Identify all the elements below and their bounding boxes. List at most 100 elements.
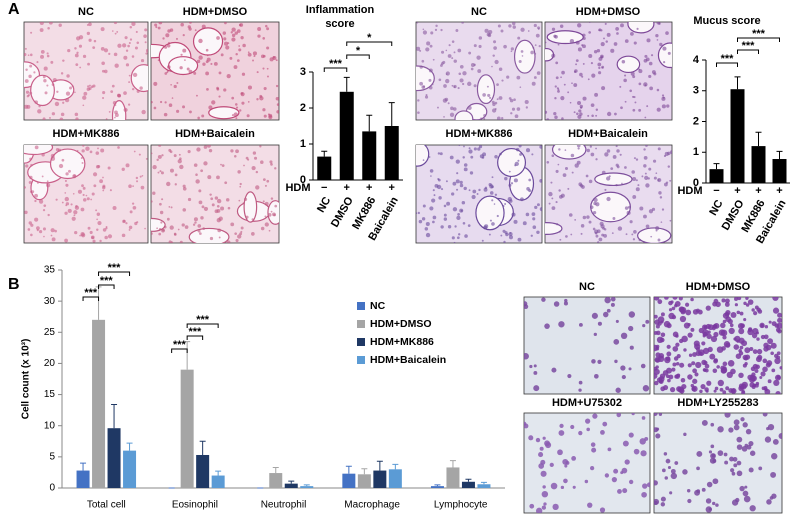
cell (502, 229, 506, 233)
cell (178, 153, 181, 156)
airspace (24, 145, 54, 156)
cell (533, 364, 537, 368)
cell (216, 208, 221, 213)
micrograph-content (524, 413, 650, 513)
legend-swatch (357, 320, 365, 328)
cell (429, 206, 434, 211)
cell (655, 33, 659, 38)
cell (506, 75, 510, 79)
cell (767, 423, 775, 431)
cell (696, 451, 703, 457)
cell (504, 202, 507, 205)
cell (663, 154, 667, 158)
error-bar (480, 481, 487, 485)
cell (464, 234, 468, 238)
cell (478, 145, 483, 149)
cell (179, 157, 182, 160)
y-tick-label: 2 (693, 115, 699, 127)
cell (473, 147, 477, 151)
cell (247, 52, 252, 57)
image-label: NC (78, 6, 94, 18)
cell (614, 112, 617, 116)
cell (135, 30, 138, 33)
cell (557, 163, 560, 166)
cell (193, 163, 198, 167)
cell (604, 22, 607, 25)
cell (494, 193, 498, 196)
cell (695, 308, 700, 313)
cell (180, 22, 184, 27)
cell (177, 228, 180, 231)
cell (745, 303, 750, 307)
cell (129, 210, 133, 214)
cell (708, 450, 713, 454)
cell (700, 383, 706, 390)
cell (721, 298, 726, 303)
cell (455, 159, 460, 164)
group-label: HDM (677, 185, 702, 197)
cell (74, 230, 78, 235)
cell (144, 227, 146, 230)
cell (713, 358, 718, 364)
cell (242, 202, 245, 205)
cell (426, 41, 431, 46)
y-tick-label: 1 (300, 138, 306, 150)
airspace (497, 147, 527, 178)
cell (654, 366, 658, 371)
cell (114, 116, 116, 119)
cell (736, 470, 743, 477)
cell (575, 40, 580, 45)
cell (675, 361, 680, 366)
cell (701, 487, 706, 492)
cell (717, 450, 724, 456)
y-tick-label: 0 (693, 177, 699, 189)
cell (657, 179, 660, 182)
cell (164, 72, 168, 75)
cell (168, 148, 172, 152)
cell (445, 73, 448, 75)
cell (43, 66, 48, 71)
cell (560, 76, 562, 79)
cell (151, 101, 153, 104)
x-tick-label: Total cell (87, 500, 126, 511)
micrograph-content (24, 145, 148, 243)
cell (136, 180, 139, 183)
cell (114, 63, 119, 68)
cell (42, 75, 46, 79)
cell (602, 421, 608, 427)
cell (654, 297, 660, 301)
micrograph-content (151, 145, 279, 243)
cell (641, 416, 646, 420)
cell (563, 478, 568, 484)
cell (64, 238, 68, 243)
cell (765, 362, 771, 368)
cell (87, 226, 91, 230)
cell (50, 156, 56, 161)
cell (197, 229, 201, 233)
cell (275, 84, 279, 88)
cell (437, 177, 440, 181)
cell (724, 413, 731, 418)
cell (201, 114, 205, 118)
cell (82, 145, 85, 147)
cell (220, 206, 225, 211)
cell (242, 43, 246, 48)
cell (646, 105, 649, 108)
cell (622, 488, 628, 494)
cell (81, 161, 84, 164)
cell (494, 59, 499, 65)
cell (624, 459, 630, 465)
cell (234, 103, 238, 106)
cell (716, 346, 724, 353)
cell (711, 326, 716, 331)
cell (108, 52, 111, 55)
cell (274, 167, 277, 170)
cell (574, 69, 578, 73)
cell (27, 228, 31, 231)
image-label: HDM+LY255283 (677, 397, 758, 409)
cell (586, 215, 590, 219)
cell (733, 463, 738, 468)
cell (732, 456, 738, 462)
cell (213, 61, 218, 66)
cell (567, 373, 572, 379)
